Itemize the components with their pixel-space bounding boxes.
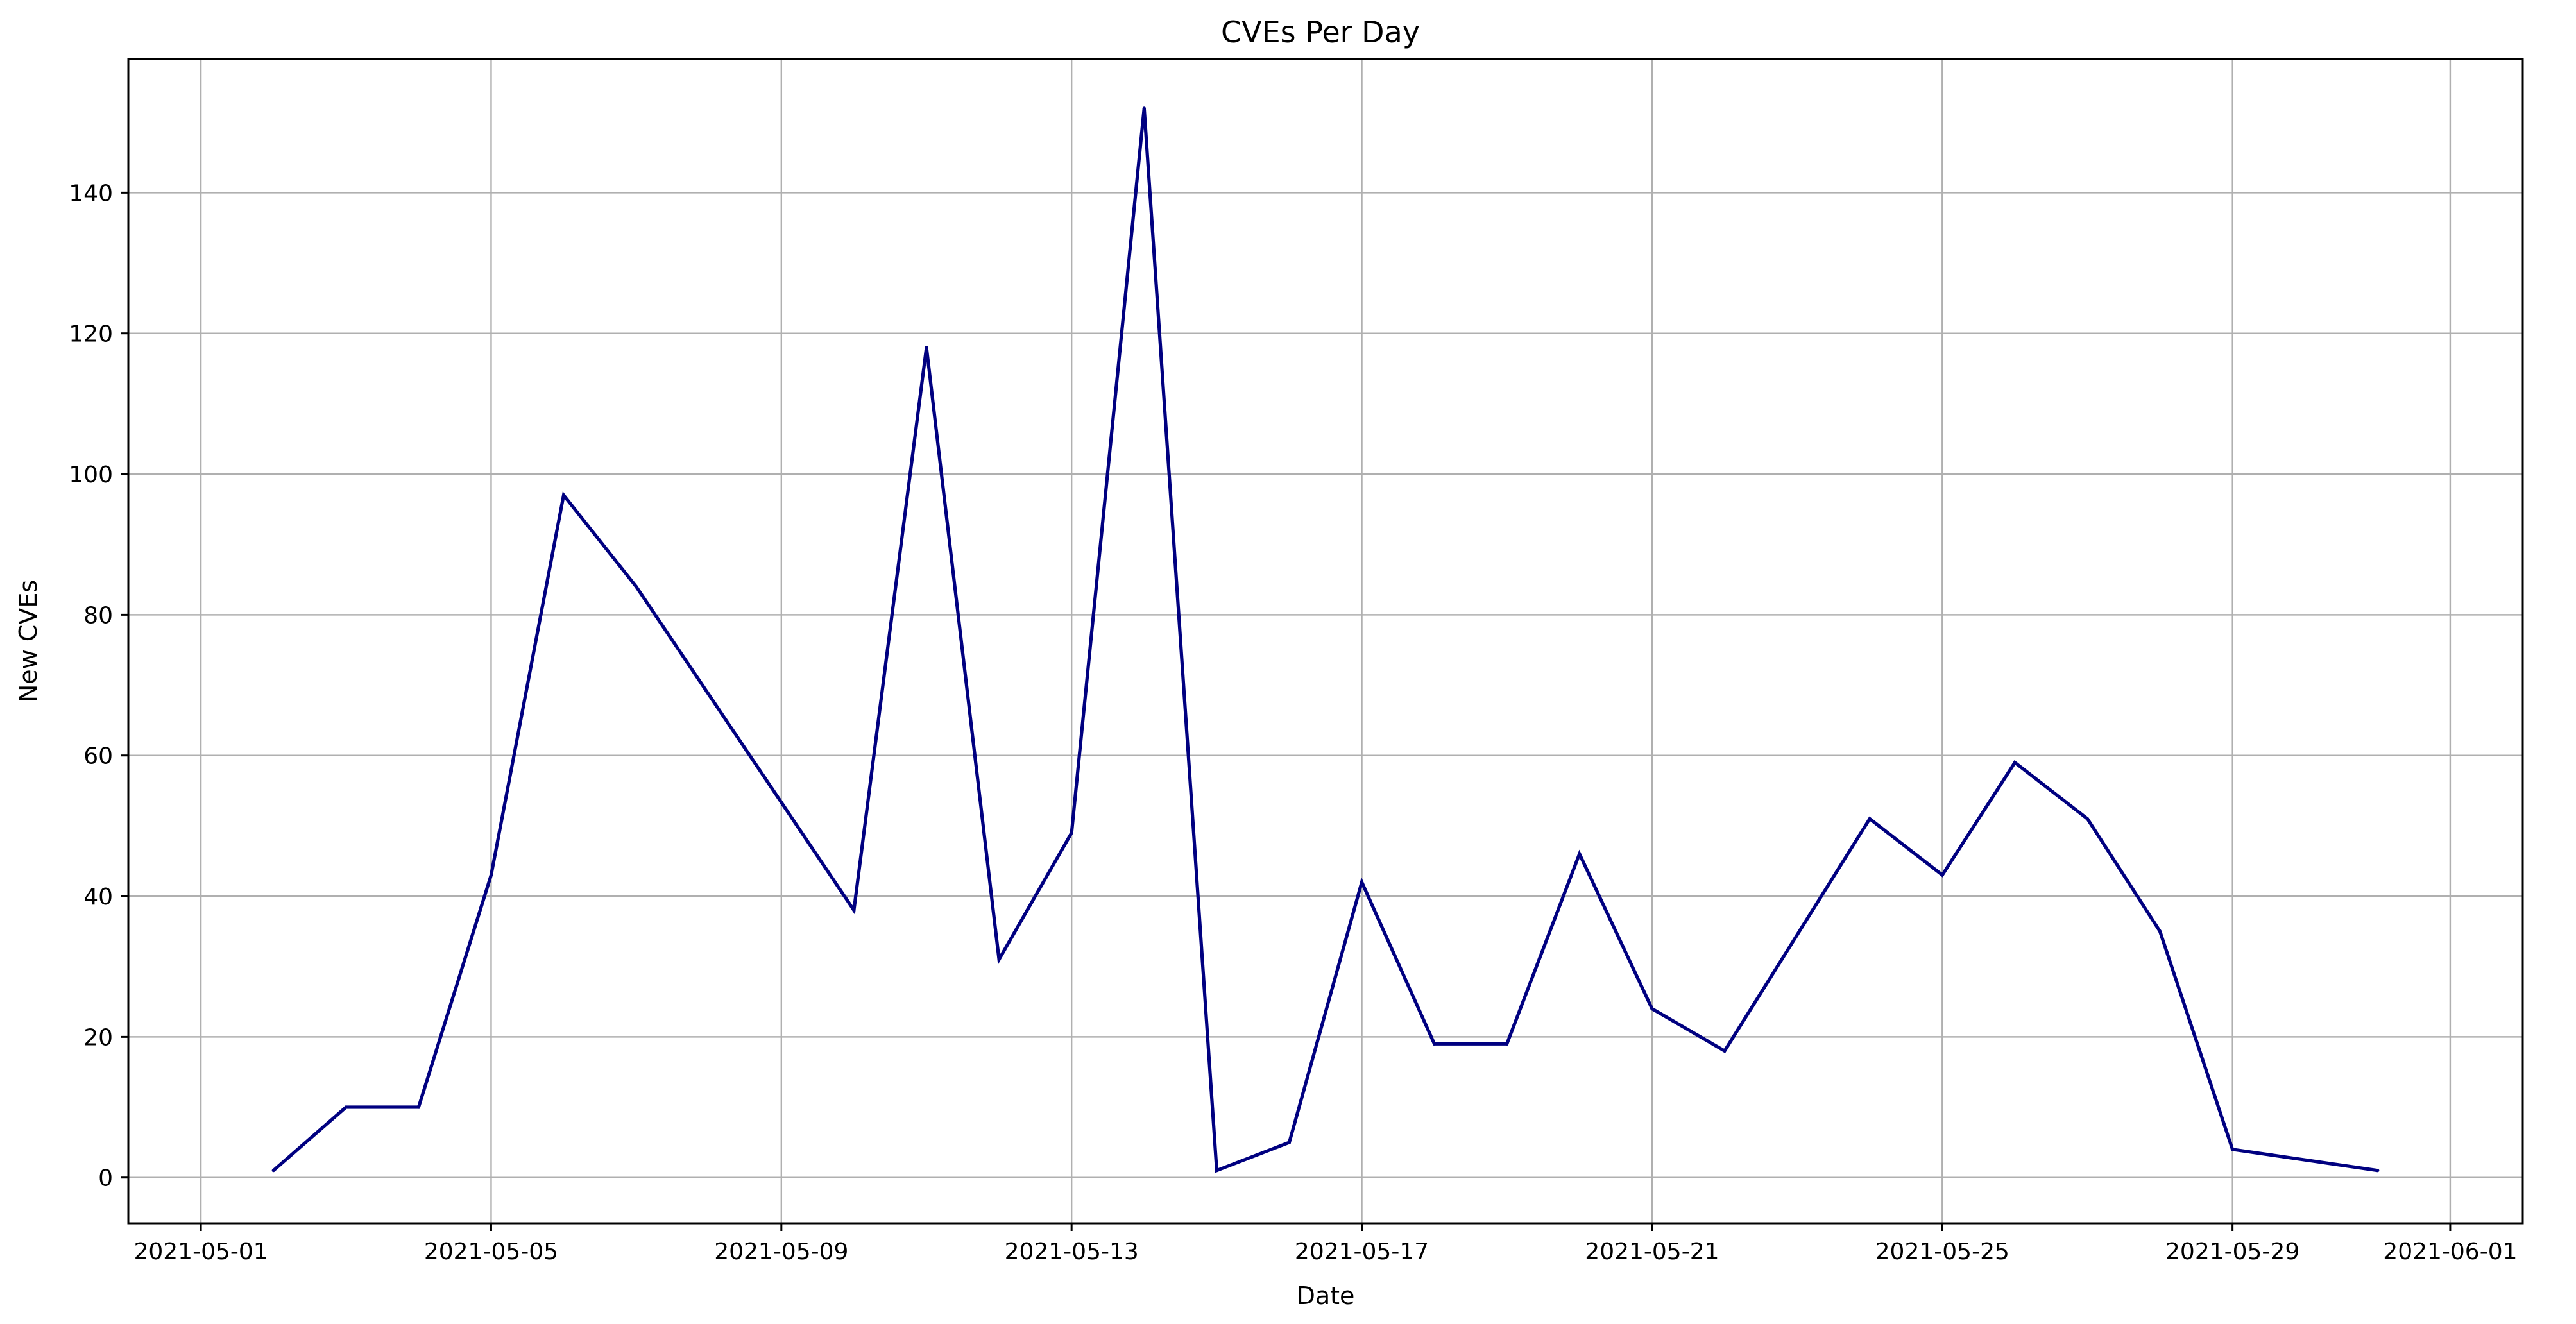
data-point (2013, 761, 2017, 765)
x-tick-label: 2021-06-01 (2383, 1239, 2517, 1265)
x-tick-label: 2021-05-21 (1585, 1239, 1719, 1265)
x-tick-label: 2021-05-29 (2165, 1239, 2299, 1265)
x-tick-label: 2021-05-01 (133, 1239, 268, 1265)
data-point (489, 873, 493, 877)
data-point (852, 908, 856, 912)
data-point (1868, 817, 1872, 820)
data-point (997, 958, 1001, 962)
x-tick-label: 2021-05-13 (1005, 1239, 1139, 1265)
y-axis-ticks: 0 20 40 60 80 100 120 140 (69, 180, 128, 1192)
data-point (271, 1169, 275, 1173)
data-point (1287, 1141, 1292, 1144)
y-tick-label: 20 (83, 1024, 113, 1051)
y-tick-label: 100 (69, 462, 113, 488)
data-point (1578, 852, 1582, 856)
x-tick-label: 2021-05-09 (714, 1239, 848, 1265)
data-point (1650, 1006, 1654, 1011)
data-point (1360, 880, 1364, 884)
y-tick-label: 80 (83, 602, 113, 629)
data-point (1142, 106, 1146, 110)
data-point (1723, 1049, 1727, 1053)
data-point (1070, 831, 1073, 835)
y-tick-label: 140 (69, 180, 113, 207)
data-point (1433, 1042, 1437, 1046)
x-tick-label: 2021-05-05 (424, 1239, 558, 1265)
y-axis-title: New CVEs (14, 580, 42, 702)
y-tick-label: 40 (83, 884, 113, 910)
grid-lines (128, 59, 2523, 1223)
data-point (2158, 929, 2162, 933)
data-point (1215, 1169, 1218, 1173)
data-point (1505, 1042, 1509, 1046)
data-point (2376, 1169, 2380, 1173)
data-point (344, 1105, 348, 1109)
data-point (2085, 817, 2090, 820)
data-point (561, 493, 566, 497)
series-line (272, 108, 2378, 1173)
data-point (635, 584, 638, 589)
x-tick-label: 2021-05-25 (1875, 1239, 2009, 1265)
x-axis-ticks: 2021-05-01 2021-05-05 2021-05-09 2021-05-13… (133, 1223, 2518, 1265)
y-tick-label: 0 (98, 1166, 113, 1192)
plot-area-frame (127, 58, 2524, 1225)
chart-title: CVEs Per Day (1221, 15, 1420, 49)
x-axis-title: Date (1297, 1282, 1355, 1310)
series-layer (271, 106, 2380, 1173)
data-point (925, 346, 928, 350)
x-tick-label: 2021-05-17 (1295, 1239, 1429, 1265)
data-point (416, 1105, 421, 1109)
data-point (1940, 873, 1944, 877)
y-tick-label: 60 (83, 743, 113, 770)
data-point (2231, 1148, 2235, 1151)
y-tick-label: 120 (69, 321, 113, 348)
